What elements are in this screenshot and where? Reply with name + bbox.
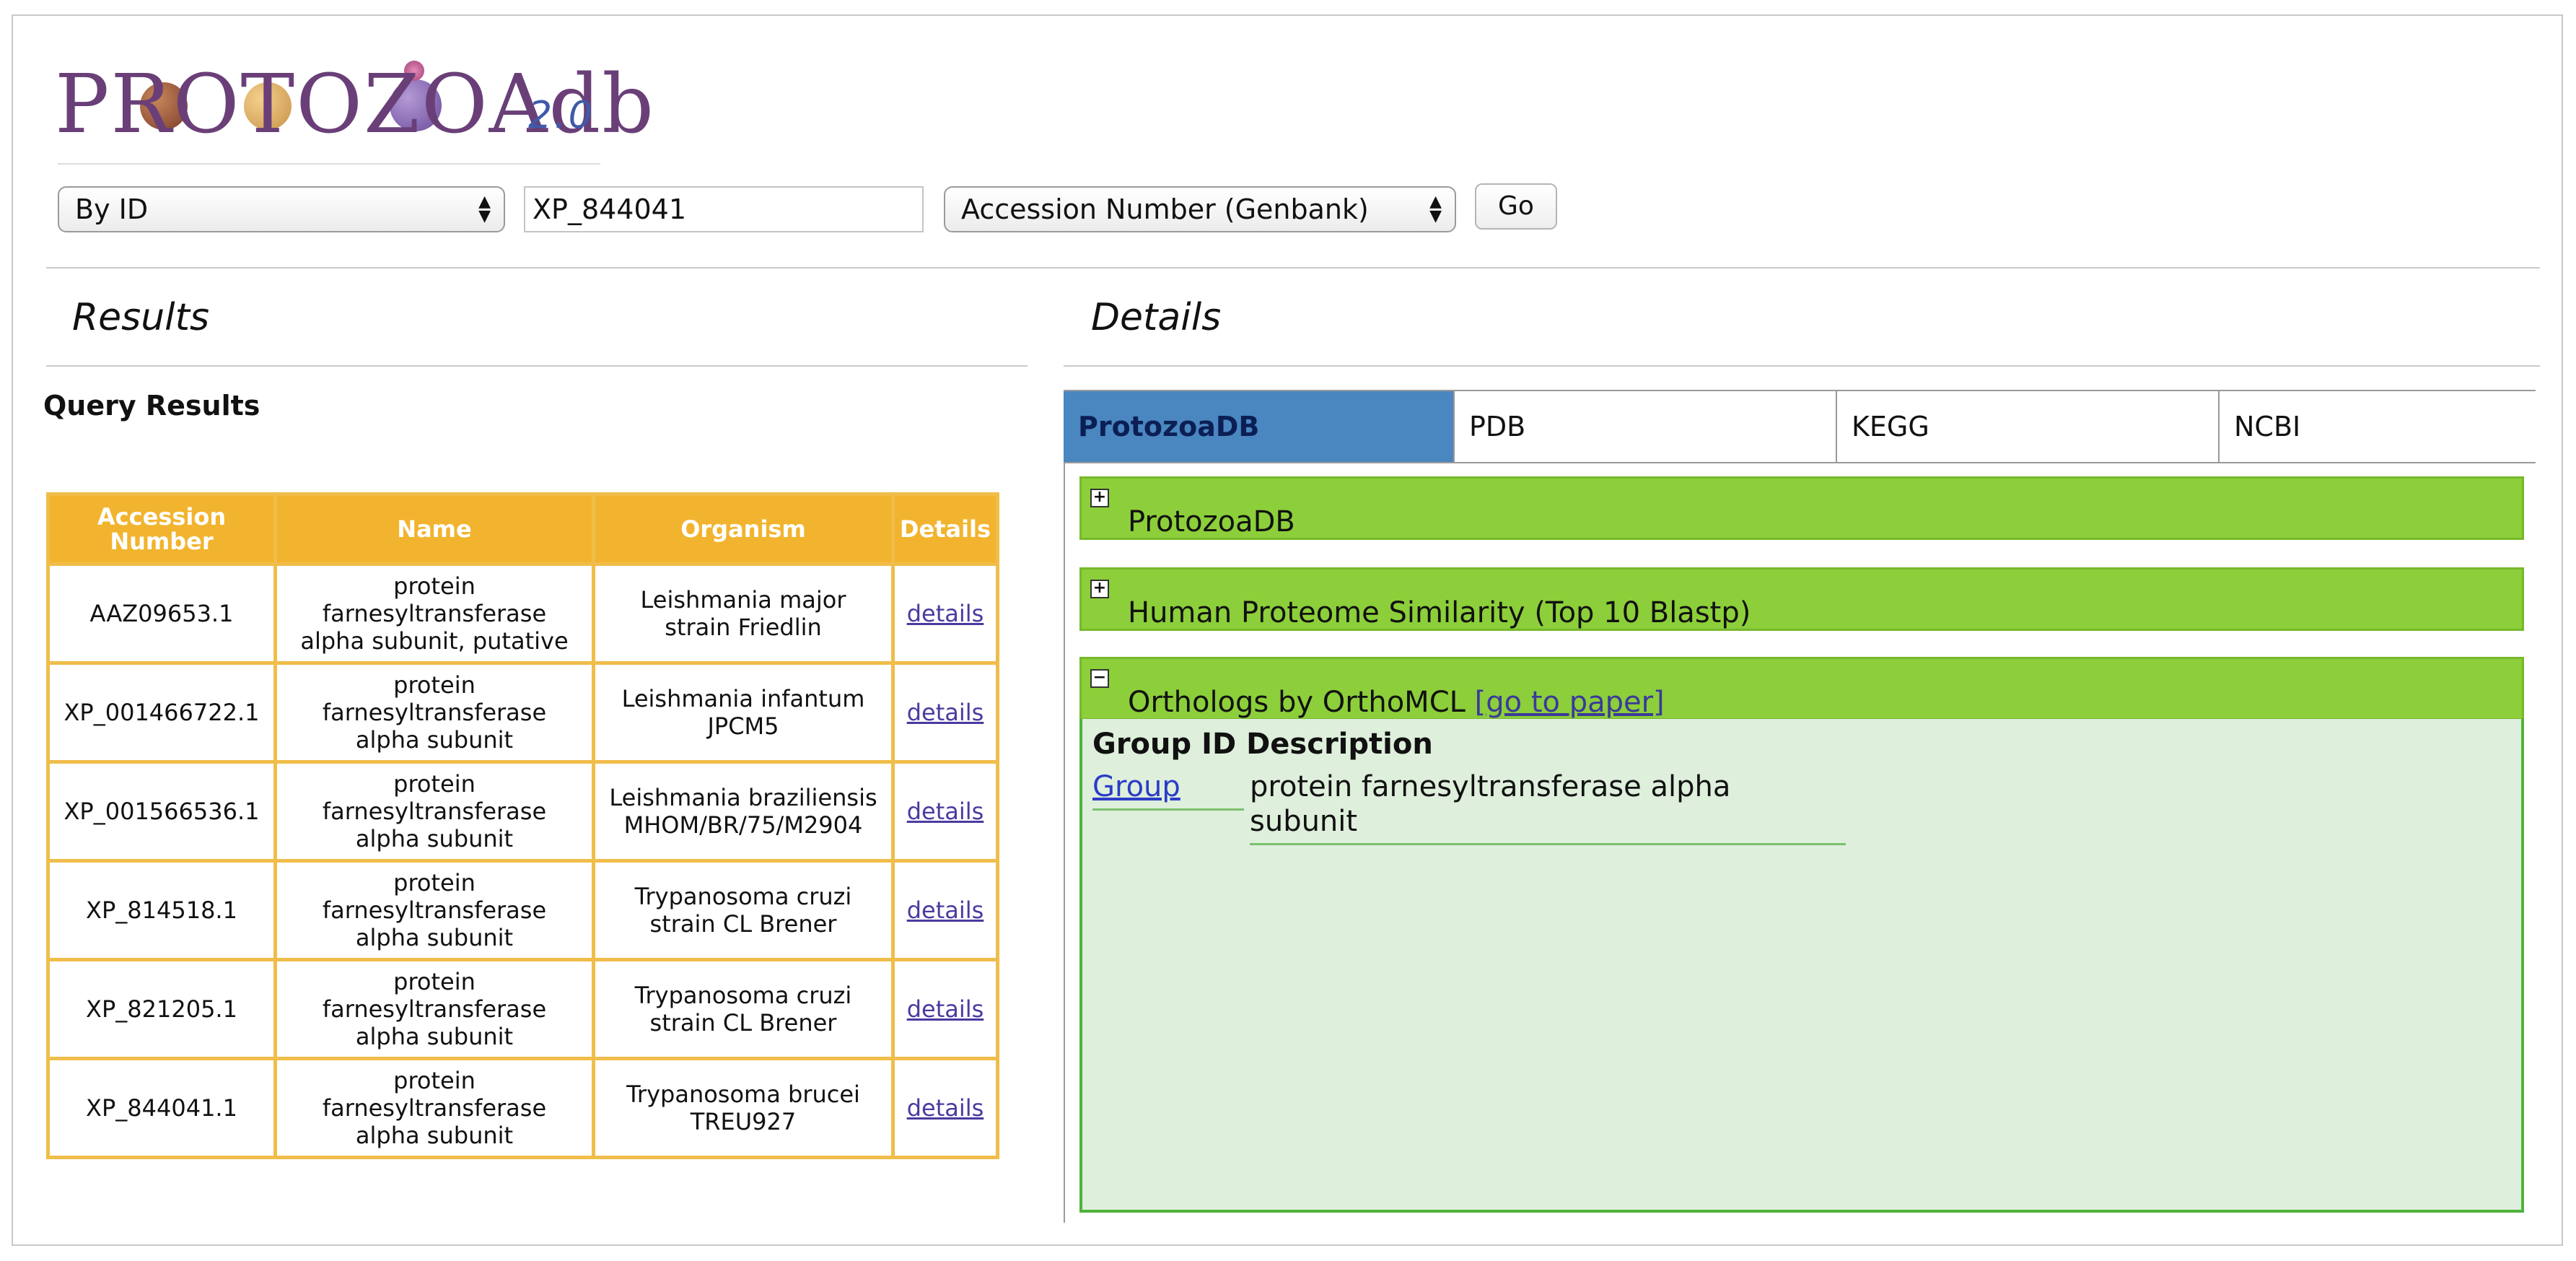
accession-cell: XP_844041.1 (50, 1060, 273, 1156)
accession-cell: XP_814518.1 (50, 863, 273, 958)
details-cell: details (895, 566, 996, 661)
group-id-cell: Group (1092, 769, 1244, 811)
details-left-border (1064, 462, 1065, 1223)
details-link[interactable]: details (906, 1094, 984, 1122)
accession-cell: XP_001566536.1 (50, 764, 273, 859)
table-row: XP_001566536.1 protein farnesyltransferas… (50, 764, 996, 859)
search-mode-select[interactable]: By ID ▲ ▼ (58, 186, 505, 232)
column-header-organism: Organism (595, 496, 891, 562)
organism-cell: Trypanosoma brucei TREU927 (595, 1060, 891, 1156)
details-link[interactable]: details (906, 896, 984, 924)
accession-cell: AAZ09653.1 (50, 566, 273, 661)
organism-cell: Leishmania infantum JPCM5 (595, 665, 891, 760)
expand-icon[interactable]: + (1090, 489, 1109, 507)
orthologs-table-header: Group ID Description (1092, 728, 1433, 761)
logo-version: 2.0 (528, 94, 595, 137)
organism-image-2 (244, 82, 292, 130)
protozoadb-panel-header[interactable]: + ProtozoaDB (1079, 476, 2524, 540)
orthologs-title: Orthologs by OrthoMCL (1128, 686, 1466, 719)
name-cell: protein farnesyltransferase alpha subunit,… (277, 566, 592, 661)
orthologs-panel-label: Orthologs by OrthoMCL [go to paper] (1128, 685, 1665, 720)
tab-pdb[interactable]: PDB (1453, 391, 1836, 462)
accession-cell: XP_821205.1 (50, 961, 273, 1057)
organism-image-3 (390, 79, 442, 131)
logo-divider (58, 163, 600, 165)
results-title: Results (72, 296, 210, 339)
group-description-cell: protein farnesyltransferase alpha subuni… (1250, 769, 1846, 845)
table-row: XP_001466722.1 protein farnesyltransferas… (50, 665, 996, 760)
select-arrows-icon: ▲ ▼ (478, 193, 491, 225)
details-link[interactable]: details (906, 699, 984, 726)
details-cell: details (895, 863, 996, 958)
orthologs-panel-header[interactable]: − Orthologs by OrthoMCL [go to paper] (1079, 657, 2524, 720)
go-to-paper-link[interactable]: [go to paper] (1474, 686, 1665, 719)
details-link[interactable]: details (906, 798, 984, 825)
name-cell: protein farnesyltransferase alpha subunit (277, 764, 592, 859)
column-header-accession: Accession Number (50, 496, 273, 562)
details-link[interactable]: details (906, 600, 984, 627)
results-divider (46, 365, 1028, 367)
name-cell: protein farnesyltransferase alpha subunit (277, 665, 592, 760)
organism-cell: Trypanosoma cruzi strain CL Brener (595, 961, 891, 1057)
page-frame (12, 14, 2563, 1246)
column-header-details: Details (895, 496, 996, 562)
results-table: Accession Number Name Organism Details A… (46, 492, 999, 1159)
protozoadb-panel-label: ProtozoaDB (1128, 505, 1295, 538)
expand-icon[interactable]: + (1090, 580, 1109, 598)
details-title: Details (1091, 296, 1222, 339)
details-divider (1064, 365, 2540, 367)
accession-cell: XP_001466722.1 (50, 665, 273, 760)
select-arrows-icon: ▲ ▼ (1429, 193, 1442, 225)
search-input[interactable]: XP_844041 (524, 186, 924, 232)
organism-cell: Leishmania major strain Friedlin (595, 566, 891, 661)
human-similarity-panel-header[interactable]: + Human Proteome Similarity (Top 10 Blas… (1079, 567, 2524, 631)
collapse-icon[interactable]: − (1090, 669, 1109, 688)
table-row: XP_814518.1 protein farnesyltransferase al… (50, 863, 996, 958)
table-row: XP_844041.1 protein farnesyltransferase al… (50, 1060, 996, 1156)
query-results-title: Query Results (43, 390, 260, 422)
organism-image-1 (140, 82, 188, 130)
tab-ncbi[interactable]: NCBI (2218, 391, 2536, 462)
details-link[interactable]: details (906, 995, 984, 1023)
details-tabs: ProtozoaDB PDB KEGG NCBI (1064, 390, 2536, 463)
group-link[interactable]: Group (1092, 770, 1180, 803)
header-divider (46, 267, 2540, 269)
details-cell: details (895, 961, 996, 1057)
name-cell: protein farnesyltransferase alpha subunit (277, 1060, 592, 1156)
search-mode-value: By ID (75, 193, 149, 225)
human-similarity-panel-label: Human Proteome Similarity (Top 10 Blastp… (1128, 596, 1751, 629)
organism-cell: Trypanosoma cruzi strain CL Brener (595, 863, 891, 958)
search-field-select[interactable]: Accession Number (Genbank) ▲ ▼ (944, 186, 1456, 232)
organism-image-4 (404, 61, 424, 81)
go-button[interactable]: Go (1475, 183, 1557, 230)
name-cell: protein farnesyltransferase alpha subunit (277, 863, 592, 958)
search-field-value: Accession Number (Genbank) (961, 193, 1369, 225)
column-header-name: Name (277, 496, 592, 562)
orthologs-panel-body: Group ID Description Group protein farne… (1079, 719, 2524, 1213)
name-cell: protein farnesyltransferase alpha subunit (277, 961, 592, 1057)
details-cell: details (895, 764, 996, 859)
organism-cell: Leishmania braziliensis MHOM/BR/75/M2904 (595, 764, 891, 859)
table-header-row: Accession Number Name Organism Details (50, 496, 996, 562)
table-row: XP_821205.1 protein farnesyltransferase al… (50, 961, 996, 1057)
details-cell: details (895, 1060, 996, 1156)
tab-kegg[interactable]: KEGG (1836, 391, 2218, 462)
tab-protozoadb[interactable]: ProtozoaDB (1064, 391, 1453, 462)
details-cell: details (895, 665, 996, 760)
logo-wordmark: PROTOZOAdb (55, 58, 655, 152)
protozoadb-logo[interactable]: PROTOZOAdb 2.0 (55, 51, 654, 159)
table-row: AAZ09653.1 protein farnesyltransferase alp… (50, 566, 996, 661)
